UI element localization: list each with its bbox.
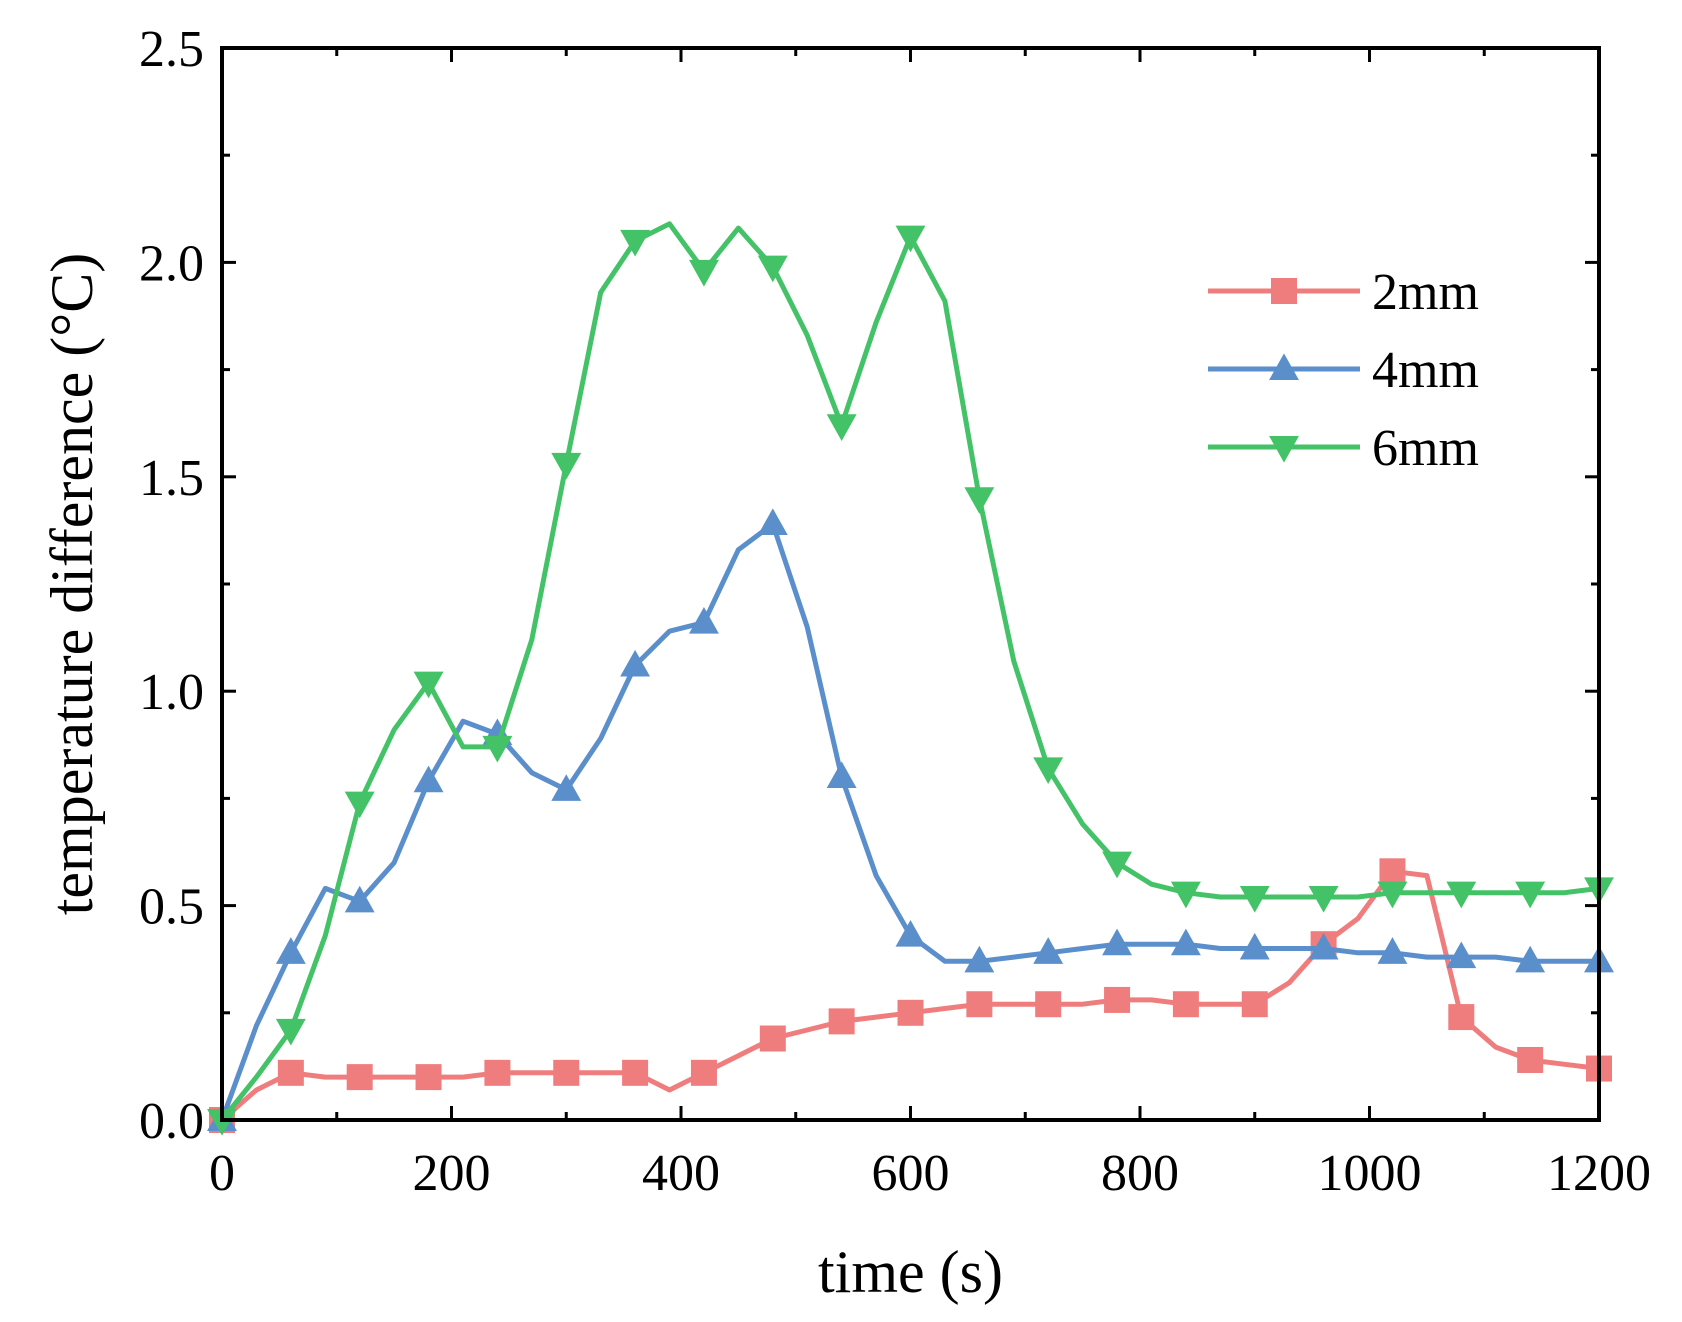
data-point-6mm xyxy=(482,735,513,763)
series-2mm xyxy=(209,858,1612,1133)
data-point-6mm xyxy=(1239,885,1270,913)
data-point-6mm xyxy=(1170,881,1201,909)
series-layer xyxy=(207,221,1614,1136)
data-point-2mm xyxy=(759,1025,786,1052)
y-tick-label: 0.0 xyxy=(139,1093,204,1150)
series-line-4mm xyxy=(219,521,1602,1123)
ticks-layer: 0 200 400 600 800 1000 1200 0.0 0.5 1.0 1.5 2.0 2.5 xyxy=(139,21,1651,1202)
legend-marker xyxy=(1269,435,1299,463)
data-point-6mm xyxy=(689,259,719,287)
data-point-6mm xyxy=(895,225,926,253)
x-axis-title: time (s) xyxy=(818,1239,1003,1305)
data-point-4mm xyxy=(275,937,306,964)
data-point-4mm xyxy=(620,649,651,677)
data-point-6mm xyxy=(551,452,582,480)
series-4mm xyxy=(207,508,1614,1132)
legend-item-6mm: 6mm xyxy=(1208,420,1479,477)
data-point-4mm xyxy=(344,885,375,913)
data-point-6mm xyxy=(275,1018,306,1046)
data-point-2mm xyxy=(1172,991,1199,1018)
data-point-2mm xyxy=(553,1059,580,1086)
data-point-2mm xyxy=(897,999,924,1026)
data-point-4mm xyxy=(1446,941,1477,969)
legend-label: 6mm xyxy=(1372,420,1479,477)
y-tick-label: 0.5 xyxy=(139,879,204,936)
data-point-4mm xyxy=(1515,945,1546,973)
data-point-4mm xyxy=(757,508,788,536)
legend-marker xyxy=(1269,353,1299,381)
y-tick-label: 2.0 xyxy=(139,235,204,292)
x-tick-label: 200 xyxy=(413,1145,491,1202)
y-tick-label: 1.0 xyxy=(139,664,204,721)
legend-label: 4mm xyxy=(1372,342,1479,399)
data-point-6mm xyxy=(826,414,857,441)
data-point-2mm xyxy=(1104,986,1131,1013)
data-point-4mm xyxy=(1170,928,1201,956)
data-point-2mm xyxy=(828,1008,855,1035)
data-point-4mm xyxy=(1308,932,1339,960)
data-point-2mm xyxy=(622,1059,649,1086)
legend-item-4mm: 4mm xyxy=(1208,342,1479,399)
data-point-4mm xyxy=(1102,928,1132,956)
data-point-6mm xyxy=(620,229,651,257)
data-point-4mm xyxy=(1033,937,1064,964)
data-point-2mm xyxy=(277,1059,304,1086)
data-point-4mm xyxy=(1377,937,1408,964)
data-point-6mm xyxy=(1446,881,1477,909)
data-point-6mm xyxy=(1102,851,1132,879)
data-point-6mm xyxy=(413,671,444,699)
data-point-2mm xyxy=(1035,991,1062,1018)
data-point-6mm xyxy=(1377,881,1408,909)
data-point-4mm xyxy=(964,945,995,973)
data-point-6mm xyxy=(207,1108,237,1136)
data-point-2mm xyxy=(484,1059,511,1086)
data-point-4mm xyxy=(689,606,719,634)
data-point-2mm xyxy=(1448,1004,1475,1031)
x-tick-label: 1200 xyxy=(1547,1145,1651,1202)
data-point-2mm xyxy=(1379,858,1406,885)
data-point-2mm xyxy=(1517,1046,1544,1073)
y-tick-label: 2.5 xyxy=(139,21,204,78)
legend-label: 2mm xyxy=(1372,264,1479,321)
data-point-6mm xyxy=(1515,881,1546,909)
data-point-4mm xyxy=(895,920,926,947)
data-point-2mm xyxy=(966,991,993,1018)
data-point-4mm xyxy=(551,774,582,801)
legend: 2mm 4mm 6mm xyxy=(1208,264,1479,477)
data-point-6mm xyxy=(757,255,788,283)
x-tick-label: 600 xyxy=(872,1145,950,1202)
data-point-4mm xyxy=(826,761,857,789)
data-point-2mm xyxy=(346,1064,373,1091)
y-tick-label: 1.5 xyxy=(139,450,204,507)
data-point-2mm xyxy=(690,1059,717,1086)
data-point-6mm xyxy=(344,791,375,819)
legend-item-2mm: 2mm xyxy=(1208,264,1479,321)
x-tick-label: 800 xyxy=(1101,1145,1179,1202)
data-point-6mm xyxy=(1308,885,1339,913)
data-point-4mm xyxy=(413,765,444,793)
x-tick-label: 0 xyxy=(209,1145,235,1202)
x-tick-label: 400 xyxy=(642,1145,720,1202)
data-point-2mm xyxy=(415,1064,442,1091)
data-point-6mm xyxy=(1033,757,1064,784)
data-point-4mm xyxy=(1239,932,1270,960)
x-tick-label: 1000 xyxy=(1318,1145,1422,1202)
data-point-6mm xyxy=(964,487,995,514)
legend-marker xyxy=(1271,278,1297,304)
series-6mm xyxy=(207,221,1614,1136)
data-point-2mm xyxy=(1241,991,1268,1018)
y-axis-title: temperature difference (°C) xyxy=(39,253,105,916)
